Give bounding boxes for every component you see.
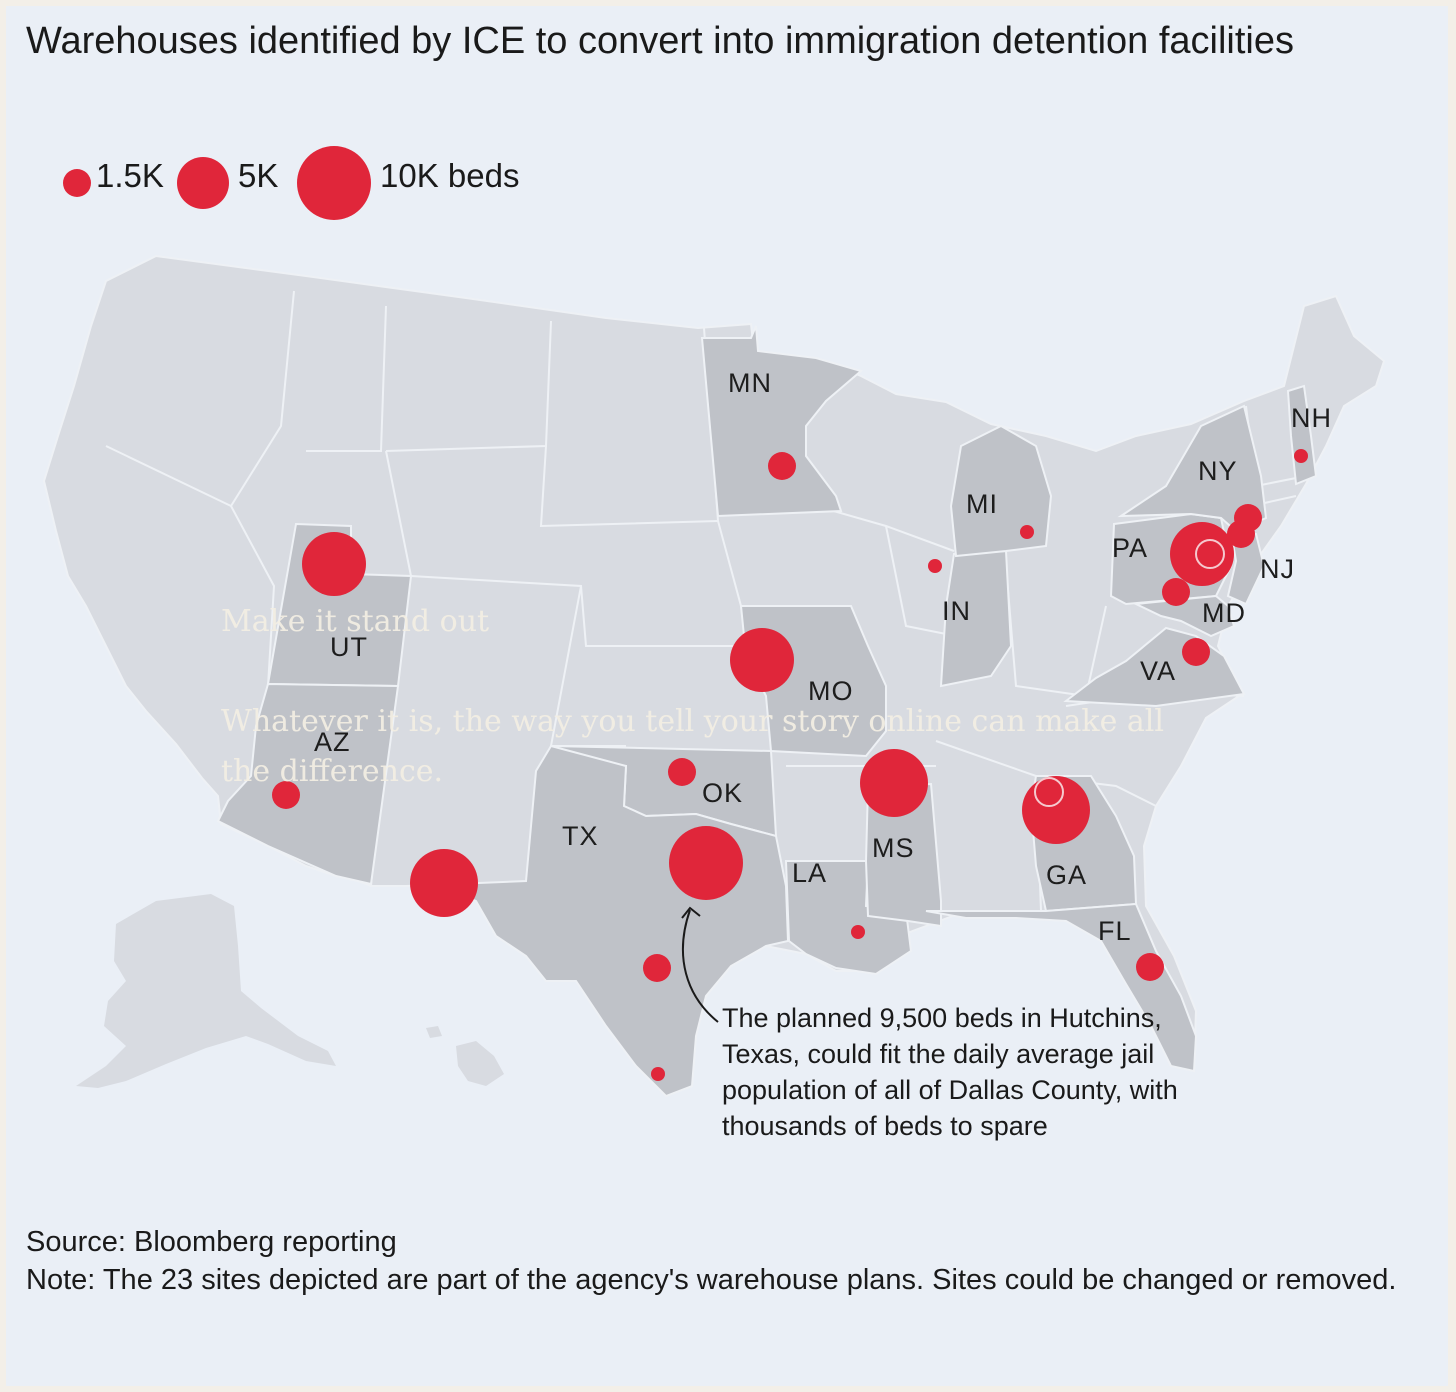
- state-label-ny: NY: [1198, 456, 1238, 486]
- legend-marker-small: [63, 169, 91, 197]
- state-label-ms: MS: [872, 833, 915, 863]
- state-label-ga: GA: [1046, 860, 1087, 890]
- site-marker: [272, 781, 300, 809]
- state-mi: [949, 424, 1053, 558]
- state-label-ok: OK: [702, 778, 743, 808]
- alaska: [76, 894, 336, 1088]
- site-marker: [643, 954, 671, 982]
- state-label-ut: UT: [330, 632, 368, 662]
- legend: [63, 146, 371, 220]
- state-mn: [700, 325, 864, 518]
- state-label-mi: MI: [966, 489, 998, 519]
- site-marker: [1170, 522, 1234, 586]
- site-marker: [302, 532, 366, 596]
- state-label-tx: TX: [562, 821, 599, 851]
- site-markers: [272, 449, 1308, 1081]
- annotation-text: The planned 9,500 beds in Hutchins, Texa…: [722, 1003, 1178, 1141]
- site-marker: [928, 559, 942, 573]
- legend-label-small: 1.5K: [96, 157, 164, 194]
- site-marker: [851, 925, 865, 939]
- site-marker: [1195, 539, 1225, 569]
- site-marker: [1182, 638, 1210, 666]
- state-labels: MN NH NY MI PA NJ MD IN UT MO VA AZ OK T…: [314, 368, 1332, 946]
- legend-marker-large: [297, 146, 371, 220]
- highlighted-states: [216, 325, 1318, 1098]
- legend-marker-medium: [177, 157, 229, 209]
- footnote: Note: The 23 sites depicted are part of …: [26, 1264, 1397, 1296]
- legend-label-medium: 5K: [238, 157, 279, 194]
- state-label-va: VA: [1140, 656, 1176, 686]
- legend-label-large: 10K beds: [380, 157, 520, 194]
- state-borders: [105, 290, 1307, 912]
- state-label-fl: FL: [1098, 916, 1132, 946]
- state-label-in: IN: [942, 596, 971, 626]
- site-marker: [730, 628, 794, 692]
- state-label-mn: MN: [728, 368, 772, 398]
- overlay-body: Whatever it is, the way you tell your st…: [221, 704, 1164, 789]
- site-marker: [1020, 525, 1034, 539]
- site-marker: [668, 758, 696, 786]
- site-marker: [860, 749, 928, 817]
- site-marker: [1162, 578, 1190, 606]
- state-label-az: AZ: [314, 727, 351, 757]
- state-fl: [925, 902, 1198, 1073]
- site-marker: [410, 849, 478, 917]
- hawaii: [426, 1026, 504, 1086]
- state-label-la: LA: [792, 858, 827, 888]
- state-label-nj: NJ: [1260, 554, 1295, 584]
- annotation-arrow: [681, 906, 719, 1023]
- state-md: [1132, 594, 1236, 638]
- source-note: Source: Bloomberg reporting: [26, 1226, 397, 1258]
- overlay-heading: Make it stand out: [221, 604, 490, 639]
- site-marker: [1136, 953, 1164, 981]
- state-label-mo: MO: [808, 676, 854, 706]
- site-marker: [1034, 777, 1064, 807]
- site-marker: [768, 452, 796, 480]
- state-nj: [1226, 529, 1266, 606]
- site-marker: [651, 1067, 665, 1081]
- state-ny: [1117, 404, 1268, 533]
- site-marker: [1022, 776, 1090, 844]
- site-marker: [669, 826, 743, 900]
- chart-frame: Warehouses identified by ICE to convert …: [6, 6, 1448, 1386]
- state-label-md: MD: [1202, 598, 1246, 628]
- us-map: MN NH NY MI PA NJ MD IN UT MO VA AZ OK T…: [42, 254, 1386, 1098]
- state-label-nh: NH: [1291, 403, 1332, 433]
- state-az: [216, 682, 400, 886]
- state-ms: [864, 782, 942, 928]
- site-marker: [1227, 520, 1255, 548]
- site-marker: [1294, 449, 1308, 463]
- chart-title: Warehouses identified by ICE to convert …: [26, 20, 1294, 62]
- state-label-pa: PA: [1112, 533, 1148, 563]
